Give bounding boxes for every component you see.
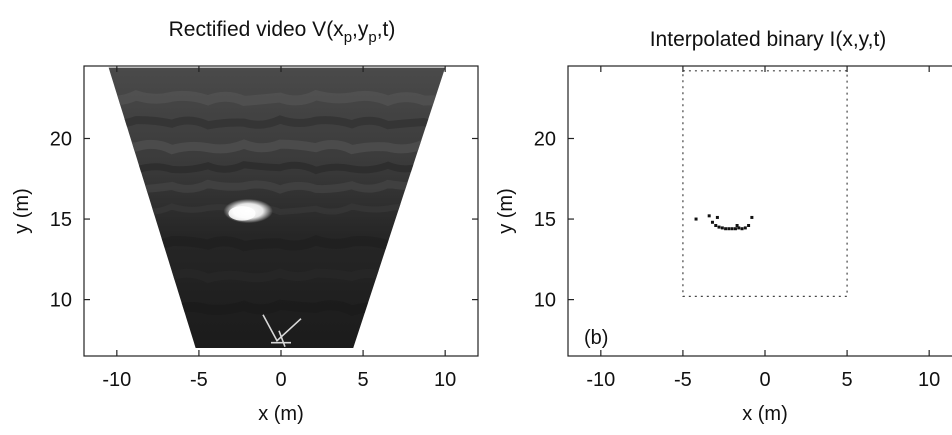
texture-band	[108, 179, 446, 195]
binary-point	[727, 227, 731, 231]
binary-point	[707, 214, 711, 218]
binary-point	[740, 227, 744, 231]
panel-b-points	[694, 214, 754, 231]
instrument-frame	[262, 314, 302, 348]
panel-b-y-axis-label: y (m)	[495, 188, 517, 234]
panel-a: Rectified video V(xp,yp,t) -10 -5 0 5 10 101…	[11, 18, 479, 425]
panel-b-y-tick-label: 20	[534, 129, 556, 151]
binary-point	[733, 227, 737, 231]
panel-a-title-mid: ,y	[352, 18, 369, 41]
texture-band	[108, 234, 446, 252]
panel-a-x-axis-label: x (m)	[258, 403, 304, 425]
foam-core	[228, 206, 256, 221]
panel-a-x-tick-label: 10	[434, 369, 456, 391]
panel-a-x-tick-label: 5	[358, 369, 369, 391]
panel-a-x-tick-label: 0	[275, 369, 286, 391]
panel-b-domain-box	[682, 70, 848, 297]
texture-band	[108, 299, 446, 316]
panel-a-y-tick-label: 15	[50, 209, 72, 231]
panel-a-title-sub1: p	[344, 29, 352, 46]
panel-b-x-tick-label: 10	[918, 369, 940, 391]
panel-b-y-tick-label: 10	[534, 290, 556, 312]
texture-band	[108, 267, 446, 284]
panel-b-y-tick-label: 15	[534, 209, 556, 231]
texture-band	[108, 138, 446, 155]
panel-b-x-tick-label: 5	[842, 369, 853, 391]
binary-point	[717, 225, 721, 229]
panel-b-y-ticks: 10 15 20	[534, 129, 574, 312]
binary-point	[720, 226, 724, 230]
panel-b-label: (b)	[584, 327, 608, 349]
binary-point	[735, 224, 739, 227]
panel-a-title-end: ,t)	[377, 18, 396, 41]
panel-a-y-ticks: 10 15 20	[50, 129, 478, 312]
panel-b-title: Interpolated binary I(x,y,t)	[650, 28, 887, 51]
panel-a-y-tick-label: 20	[50, 129, 72, 151]
binary-point	[714, 224, 718, 227]
panel-a-title-main: Rectified video V(x	[169, 18, 345, 41]
binary-point	[694, 217, 698, 221]
binary-point	[743, 226, 747, 230]
panel-a-x-tick-label: -10	[102, 369, 131, 391]
binary-point	[737, 226, 741, 230]
panel-a-y-axis-label: y (m)	[11, 188, 33, 234]
panel-b: Interpolated binary I(x,y,t) -10 -5 0 5 10 1…	[495, 28, 952, 425]
binary-point	[750, 215, 754, 219]
texture-band	[108, 115, 446, 130]
panel-b-axes-frame	[567, 65, 952, 357]
panel-b-x-tick-label: -10	[586, 369, 615, 391]
binary-point	[715, 215, 719, 219]
binary-point	[710, 220, 714, 224]
binary-point	[747, 224, 751, 227]
panel-b-x-ticks: -10 -5 0 5 10	[586, 66, 940, 391]
panel-a-y-tick-label: 10	[50, 290, 72, 312]
panel-b-x-axis-label: x (m)	[742, 403, 788, 425]
panel-a-title: Rectified video V(xp,yp,t)	[169, 18, 396, 46]
binary-point	[730, 227, 734, 231]
panel-a-x-tick-label: -5	[190, 369, 208, 391]
binary-point	[724, 227, 728, 231]
texture-band	[108, 89, 446, 107]
panel-b-x-tick-label: -5	[674, 369, 692, 391]
panel-a-x-ticks: -10 -5 0 5 10	[102, 66, 456, 391]
rectified-video-image	[108, 67, 446, 348]
panel-a-label: (a)	[100, 327, 124, 349]
panel-b-x-tick-label: 0	[759, 369, 770, 391]
panel-a-title-sub2: p	[368, 29, 376, 46]
